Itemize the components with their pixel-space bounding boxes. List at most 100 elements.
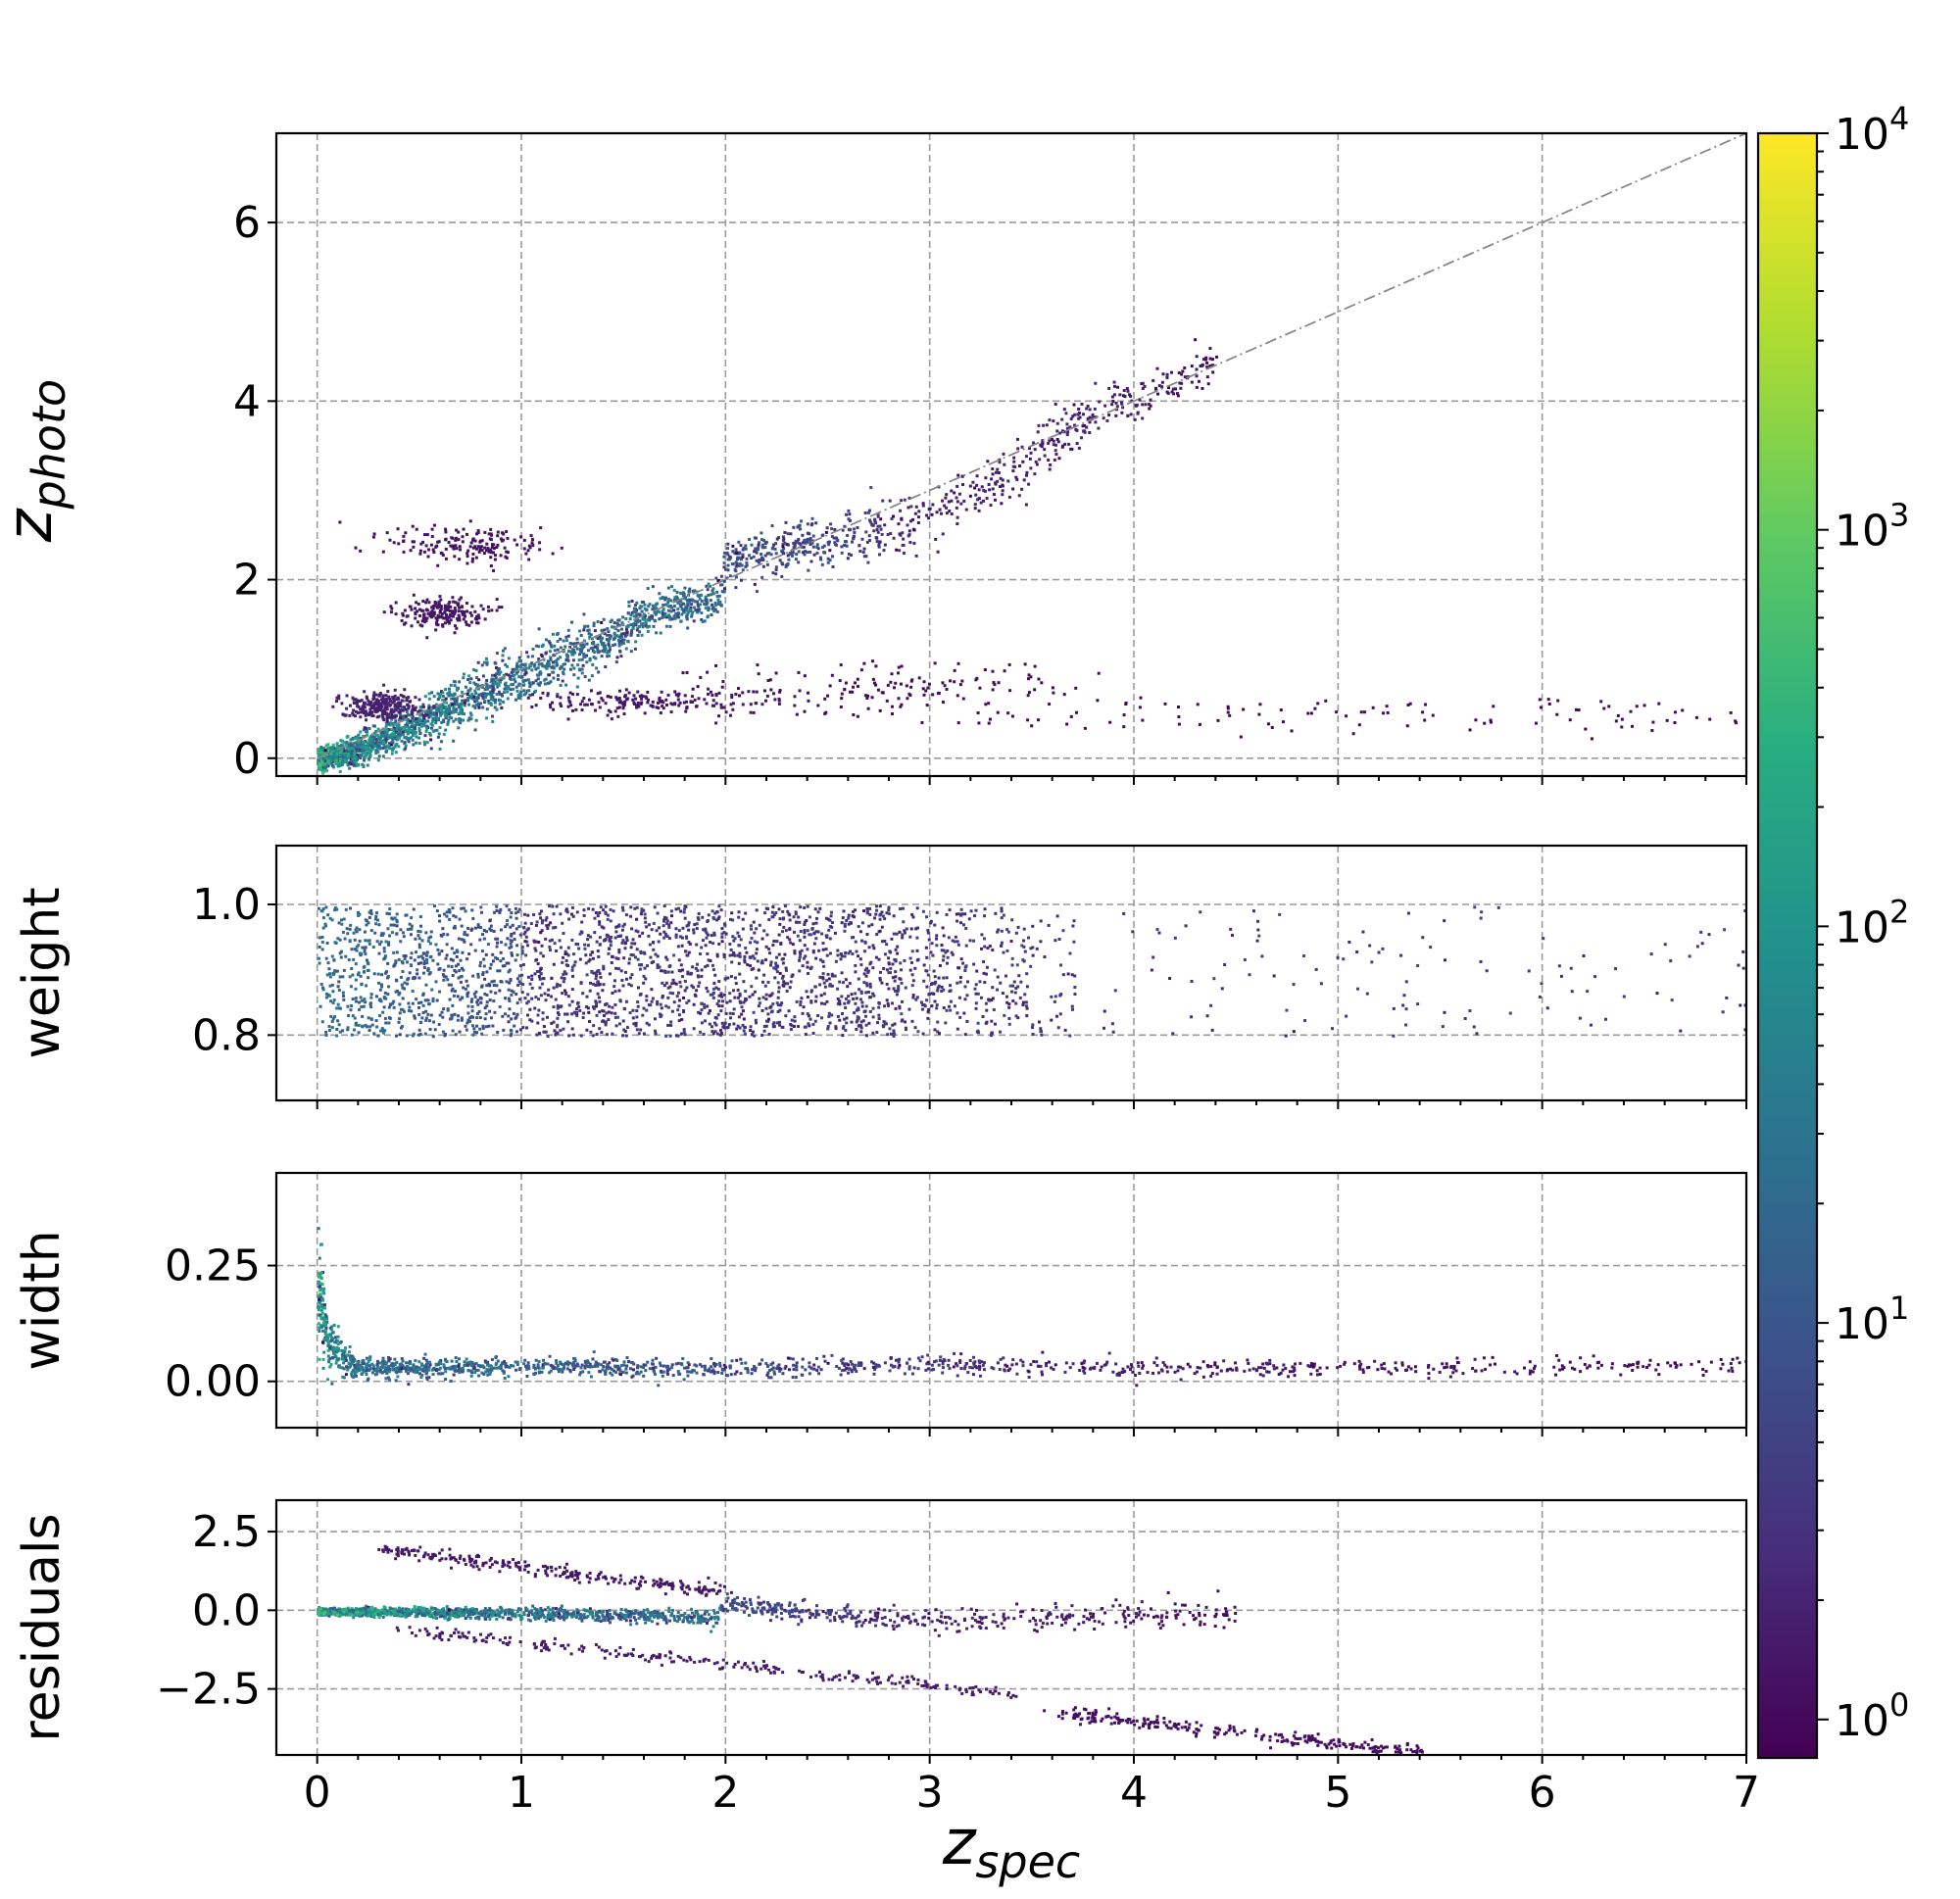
- heatmap-bin: [365, 744, 368, 748]
- heatmap-bin: [403, 987, 407, 991]
- heatmap-bin: [796, 540, 800, 544]
- heatmap-bin: [902, 552, 906, 556]
- heatmap-bin: [461, 609, 465, 613]
- heatmap-bin: [411, 719, 415, 723]
- heatmap-bin: [880, 981, 884, 985]
- heatmap-bin: [956, 1027, 959, 1031]
- heatmap-bin: [484, 1025, 488, 1029]
- heatmap-bin: [564, 950, 567, 953]
- heatmap-bin: [394, 959, 398, 963]
- heatmap-bin: [472, 1027, 476, 1031]
- heatmap-bin: [1081, 424, 1085, 428]
- heatmap-bin: [682, 1028, 686, 1032]
- heatmap-bin: [625, 633, 629, 637]
- heatmap-bin: [435, 728, 439, 732]
- heatmap-bin: [720, 685, 724, 689]
- heatmap-bin: [440, 720, 444, 724]
- heatmap-bin: [1088, 415, 1092, 419]
- heatmap-bin: [1211, 370, 1215, 374]
- heatmap-bin: [661, 616, 664, 620]
- heatmap-bin: [828, 549, 832, 553]
- heatmap-bin: [874, 664, 878, 668]
- heatmap-bin: [689, 599, 693, 603]
- heatmap-bin: [715, 594, 719, 598]
- heatmap-bin: [714, 694, 718, 698]
- heatmap-bin: [1215, 355, 1219, 359]
- heatmap-bin: [466, 692, 469, 696]
- heatmap-bin: [592, 1006, 596, 1010]
- heatmap-bin: [388, 734, 392, 738]
- heatmap-bin: [787, 558, 791, 561]
- heatmap-bin: [871, 677, 875, 681]
- heatmap-bin: [490, 714, 494, 718]
- heatmap-bin: [427, 715, 431, 719]
- heatmap-bin: [413, 1014, 416, 1018]
- heatmap-bin: [763, 911, 767, 915]
- heatmap-bin: [857, 977, 860, 981]
- heatmap-bin: [617, 618, 621, 622]
- heatmap-bin: [371, 747, 375, 751]
- heatmap-bin: [720, 935, 724, 939]
- heatmap-bin: [1116, 385, 1120, 389]
- heatmap-bin: [722, 579, 726, 583]
- heatmap-bin: [471, 705, 475, 708]
- heatmap-bin: [454, 536, 458, 540]
- heatmap-bin: [362, 740, 366, 744]
- heatmap-bin: [1257, 712, 1261, 716]
- heatmap-bin: [773, 976, 777, 980]
- heatmap-bin: [798, 939, 802, 943]
- heatmap-bin: [374, 740, 378, 744]
- heatmap-bin: [885, 943, 889, 947]
- heatmap-bin: [682, 597, 686, 601]
- heatmap-bin: [324, 992, 328, 996]
- heatmap-bin: [621, 615, 625, 619]
- heatmap-bin: [737, 687, 741, 691]
- heatmap-bin: [469, 943, 473, 947]
- heatmap-bin: [365, 718, 368, 722]
- heatmap-bin: [416, 955, 420, 959]
- heatmap-bin: [724, 710, 728, 714]
- heatmap-bin: [376, 703, 380, 706]
- heatmap-bin: [1012, 456, 1016, 460]
- heatmap-bin: [816, 704, 820, 707]
- heatmap-bin: [632, 609, 636, 613]
- heatmap-bin: [901, 906, 905, 910]
- heatmap-bin: [844, 997, 848, 1000]
- heatmap-bin: [609, 710, 612, 714]
- heatmap-bin: [438, 609, 442, 613]
- heatmap-bin: [1134, 404, 1138, 408]
- heatmap-bin: [369, 996, 373, 999]
- heatmap-bin: [614, 966, 618, 970]
- heatmap-bin: [780, 1001, 784, 1005]
- heatmap-bin: [451, 1003, 455, 1007]
- heatmap-bin: [1136, 412, 1140, 415]
- heatmap-bin: [479, 960, 483, 964]
- heatmap-bin: [516, 910, 520, 914]
- heatmap-bin: [576, 676, 580, 680]
- heatmap-bin: [458, 598, 462, 602]
- heatmap-bin: [769, 553, 773, 557]
- heatmap-bin: [617, 706, 621, 709]
- heatmap-bin: [719, 706, 723, 709]
- heatmap-bin: [1149, 398, 1152, 402]
- heatmap-bin: [624, 913, 628, 917]
- heatmap-bin: [410, 712, 414, 716]
- heatmap-bin: [423, 720, 427, 724]
- heatmap-bin: [486, 547, 490, 551]
- heatmap-bin: [1359, 710, 1363, 714]
- heatmap-bin: [878, 708, 882, 712]
- heatmap-bin: [451, 609, 455, 613]
- heatmap-bin: [814, 956, 818, 960]
- heatmap-bin: [394, 737, 398, 741]
- heatmap-bin: [382, 683, 386, 687]
- heatmap-bin: [896, 989, 900, 993]
- heatmap-bin: [404, 723, 408, 727]
- heatmap-bin: [1468, 728, 1472, 732]
- heatmap-bin: [494, 666, 498, 670]
- heatmap-bin: [491, 673, 495, 677]
- heatmap-bin: [709, 584, 712, 588]
- heatmap-bin: [351, 755, 355, 758]
- heatmap-bin: [623, 694, 627, 698]
- heatmap-bin: [510, 670, 514, 674]
- heatmap-bin: [515, 689, 519, 693]
